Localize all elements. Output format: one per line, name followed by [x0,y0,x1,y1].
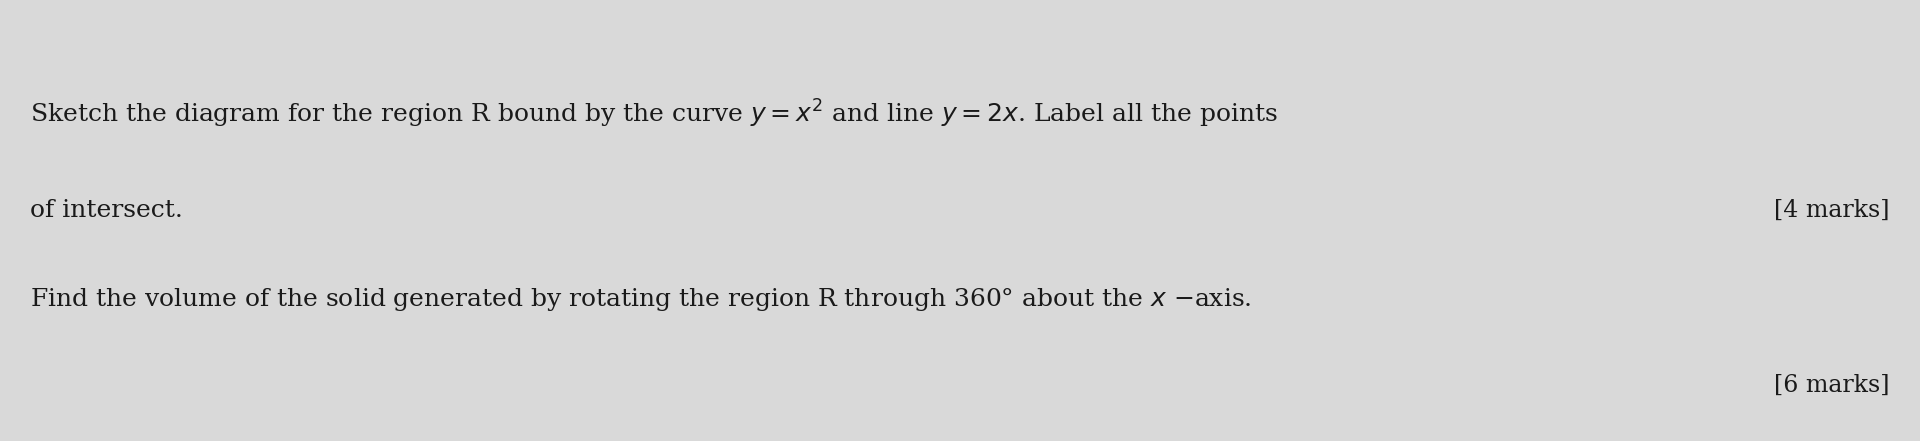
Text: Find the volume of the solid generated by rotating the region R through 360° abo: Find the volume of the solid generated b… [31,286,1252,313]
Text: [4 marks]: [4 marks] [1774,198,1889,221]
Text: Sketch the diagram for the region R bound by the curve $y = x^2$ and line $y = 2: Sketch the diagram for the region R boun… [31,98,1279,130]
Text: [6 marks]: [6 marks] [1774,374,1889,397]
Text: of intersect.: of intersect. [31,198,182,221]
